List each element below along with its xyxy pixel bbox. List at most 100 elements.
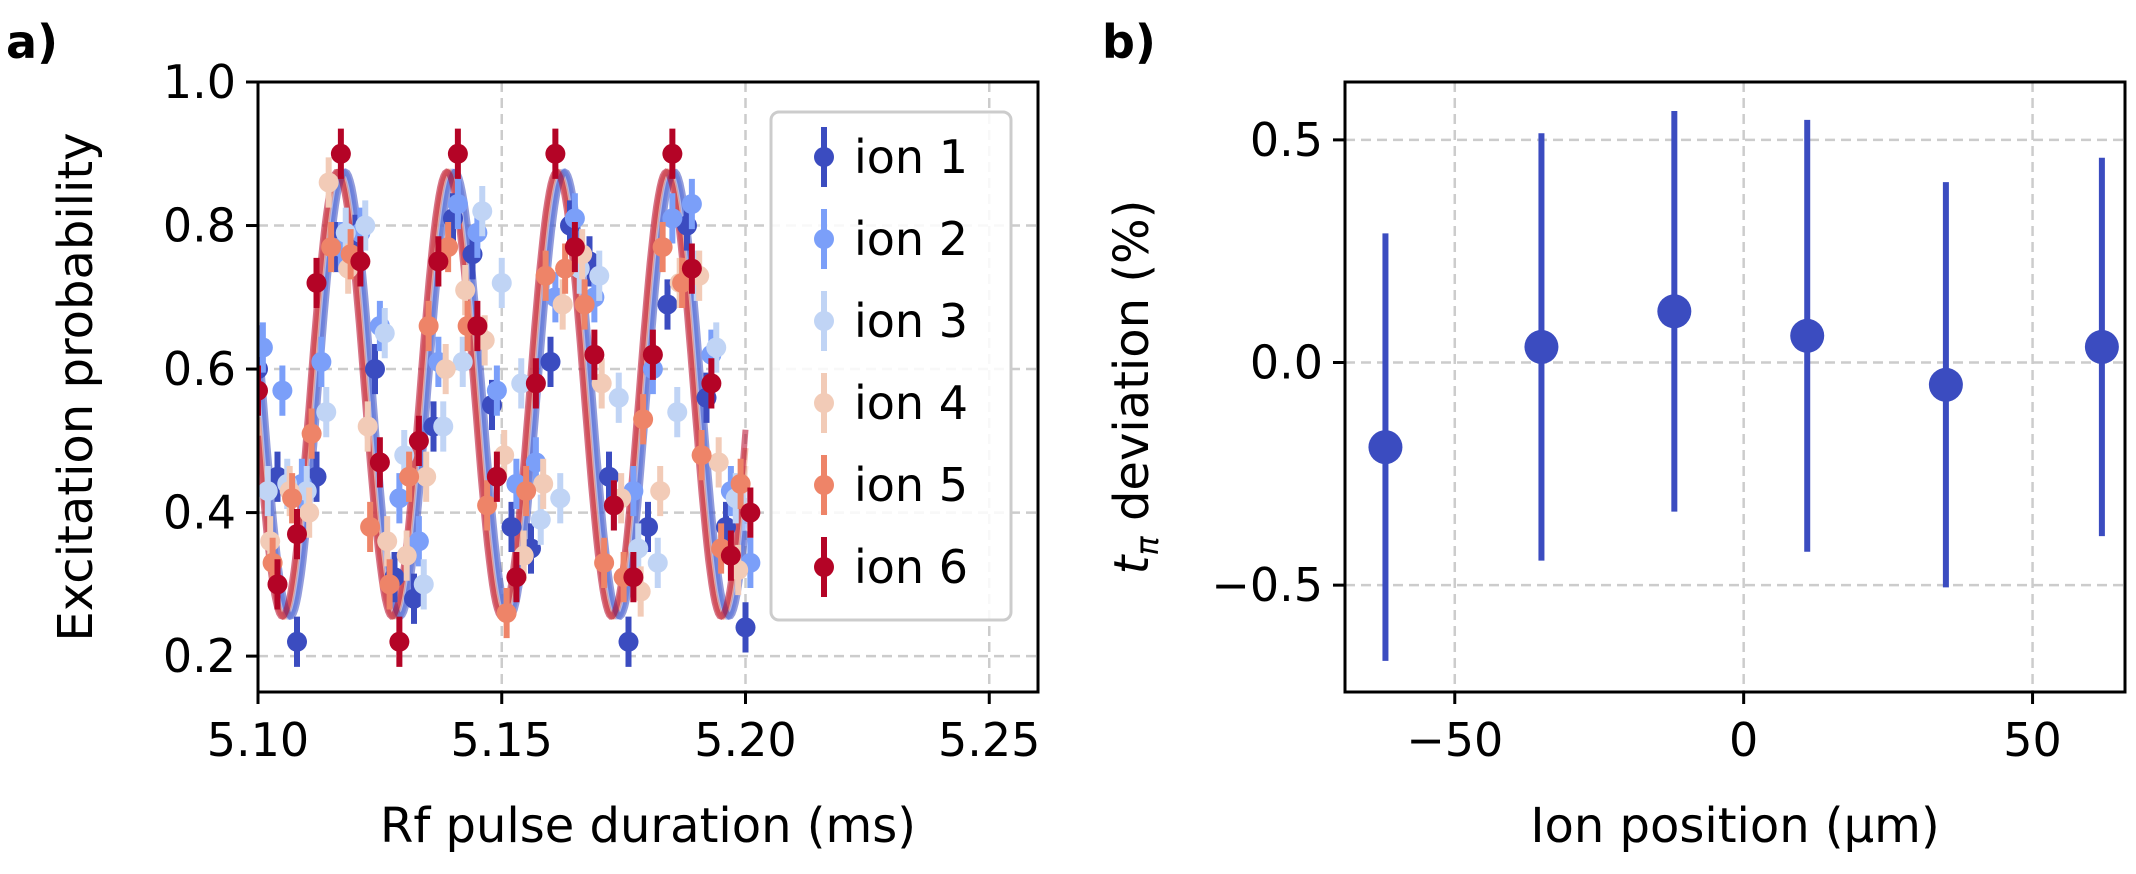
data-point: [701, 373, 722, 394]
data-point: [301, 423, 322, 444]
data-point: [552, 294, 573, 315]
y-tick-label: 1.0: [163, 55, 236, 109]
data-point: [564, 208, 585, 229]
legend-marker: [814, 147, 834, 167]
data-point: [389, 488, 410, 509]
panel-b-chart: b) −50 0 50 −0.5 0.0 0.5 Ion position (μm) tπ…: [1102, 15, 2127, 854]
data-point: [258, 380, 268, 401]
data-point: [413, 574, 434, 595]
legend-label: ion 5: [854, 458, 968, 512]
data-point: [633, 409, 654, 430]
y-tick-label: 0.8: [163, 199, 236, 253]
legend-entry-ion-2: ion 2: [814, 209, 968, 269]
series-ion-6: [258, 128, 761, 667]
data-point: [452, 351, 473, 372]
ion-deviation-point: [1657, 110, 1692, 512]
data-point: [404, 588, 424, 609]
legend-marker: [814, 557, 834, 577]
panel-b-axes-frame: [1343, 80, 2127, 694]
data-point: [540, 351, 561, 372]
panel-b-data-points: [1368, 110, 2119, 661]
data-point: [357, 416, 378, 437]
y-tick-label: 0.0: [1250, 336, 1323, 390]
panel-b-ticks: −50 0 50 −0.5 0.0 0.5: [1211, 113, 2062, 767]
y-tick-label: −0.5: [1211, 558, 1323, 612]
data-point: [311, 351, 332, 372]
data-point: [589, 265, 610, 286]
data-point: [511, 373, 532, 394]
data-point: [435, 359, 456, 380]
data-point: [662, 208, 683, 229]
data-point: [1790, 318, 1825, 353]
panel-a-chart: a) 5.10 5.15 5.20 5.25 0.2 0.4 0.6 0.8 1.0 Rf pu…: [6, 15, 1040, 854]
data-point: [447, 143, 468, 164]
data-point: [267, 574, 288, 595]
data-point: [389, 631, 410, 652]
ion-deviation-point: [1368, 233, 1403, 661]
data-point: [272, 380, 293, 401]
data-point: [672, 272, 693, 293]
data-point: [642, 344, 663, 365]
data-point: [306, 272, 327, 293]
data-point: [735, 617, 756, 638]
legend-label: ion 1: [854, 130, 968, 184]
data-point: [574, 294, 595, 315]
data-point: [550, 488, 571, 509]
data-point: [408, 430, 429, 451]
data-point: [533, 473, 554, 494]
data-point: [369, 452, 390, 473]
data-point: [740, 502, 761, 523]
data-point: [321, 237, 342, 258]
panel-b-label: b): [1102, 15, 1156, 69]
ion-deviation-point: [1524, 133, 1559, 561]
data-point: [545, 143, 566, 164]
data-point: [396, 545, 417, 566]
y-tick-label: 0.5: [1250, 113, 1323, 167]
data-point: [360, 516, 381, 537]
data-point: [594, 552, 615, 573]
data-point: [623, 567, 644, 588]
data-point: [455, 280, 476, 301]
data-point: [667, 402, 688, 423]
data-point: [652, 237, 673, 258]
x-tick-label: 5.20: [694, 713, 796, 767]
y-tick-label: 0.2: [163, 629, 236, 683]
data-point: [496, 603, 517, 624]
data-point: [491, 272, 512, 293]
data-point: [608, 387, 629, 408]
data-point: [638, 516, 658, 537]
legend-entry-ion-6: ion 6: [814, 537, 968, 597]
panel-b-y-axis-text: deviation (%): [1104, 200, 1160, 537]
data-point: [408, 531, 429, 552]
data-point: [374, 323, 395, 344]
ion-deviation-point: [1790, 119, 1825, 552]
panel-a-label: a): [6, 15, 58, 69]
legend-entry-ion-1: ion 1: [814, 127, 968, 187]
data-point: [399, 466, 420, 487]
y-tick-label: 0.4: [163, 486, 236, 540]
data-point: [418, 316, 439, 336]
data-point: [657, 294, 678, 315]
data-point: [486, 380, 507, 401]
data-point: [530, 509, 551, 530]
fit-curve-ion-1: [258, 168, 749, 620]
panel-a-legend: ion 1 ion 2 ion 3 ion 4 ion 5 ion 6: [769, 110, 1013, 622]
data-point: [584, 344, 605, 365]
data-point: [535, 265, 556, 286]
data-point: [258, 337, 273, 358]
data-point: [501, 516, 522, 537]
legend-label: ion 2: [854, 212, 968, 266]
data-point: [708, 452, 729, 473]
data-point: [720, 545, 741, 566]
data-point: [564, 237, 585, 258]
data-point: [603, 495, 624, 516]
panel-a-x-axis-label: Rf pulse duration (ms): [380, 798, 916, 854]
data-point: [730, 473, 751, 494]
data-point: [318, 172, 339, 193]
data-point: [1928, 367, 1963, 402]
panel-a-data-points: [258, 128, 761, 667]
data-point: [555, 258, 576, 279]
data-point: [433, 416, 454, 437]
data-point: [1368, 430, 1403, 465]
